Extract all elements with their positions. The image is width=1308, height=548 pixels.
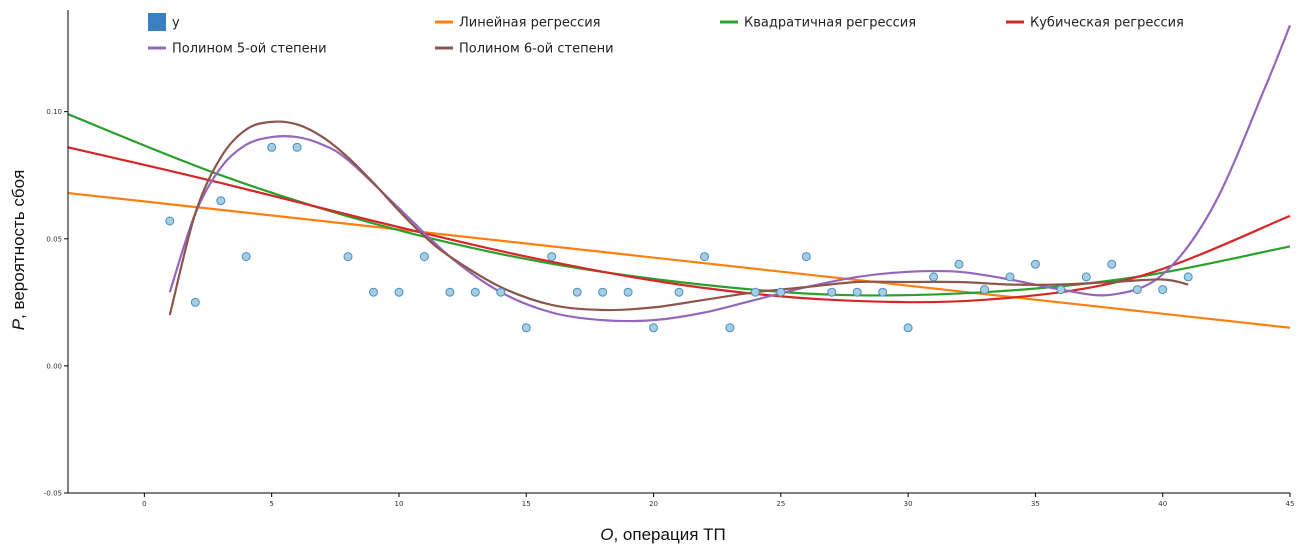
data-point <box>980 285 989 295</box>
data-point <box>750 287 760 297</box>
data-point <box>241 252 251 262</box>
x-tick-label: 15 <box>522 500 531 508</box>
data-point <box>572 287 582 297</box>
legend-label: Кубическая регрессия <box>1030 16 1184 31</box>
data-point <box>165 216 175 226</box>
data-point <box>1132 285 1142 295</box>
data-point <box>674 287 684 297</box>
data-point <box>369 287 378 297</box>
regression-curves <box>67 24 1292 329</box>
data-point <box>419 252 429 262</box>
legend-swatch <box>148 13 166 31</box>
y-tick-label: 0.05 <box>46 235 62 243</box>
data-point <box>954 259 964 269</box>
data-point <box>598 287 608 297</box>
legend-label: Квадратичная регрессия <box>744 16 916 31</box>
data-point <box>649 323 658 333</box>
x-axis-title-variable: O <box>600 525 613 544</box>
x-tick-label: 25 <box>776 500 785 508</box>
x-tick-label: 5 <box>269 500 273 508</box>
x-axis-title: O, операция ТП <box>600 525 725 544</box>
data-point <box>216 196 226 206</box>
legend-label: y <box>172 16 180 31</box>
data-point <box>190 297 200 307</box>
data-point <box>394 287 404 297</box>
data-point <box>623 287 633 297</box>
y-tick-label: 0.10 <box>46 108 62 116</box>
data-point <box>292 142 302 152</box>
y-tick-label: -0.05 <box>44 490 62 498</box>
data-point <box>1056 285 1066 295</box>
data-point <box>776 287 786 297</box>
series-line-3 <box>67 146 1291 304</box>
data-point <box>445 287 455 297</box>
data-point <box>700 252 709 262</box>
data-point <box>903 323 913 333</box>
x-axis-title-text: , операция ТП <box>613 525 725 544</box>
y-axis-ticks: -0.05 0.00 0.05 0.10 <box>44 108 68 498</box>
x-tick-label: 20 <box>649 500 658 508</box>
x-tick-label: 10 <box>394 500 403 508</box>
data-point <box>827 287 837 297</box>
x-tick-label: 30 <box>904 500 913 508</box>
data-point <box>547 252 557 262</box>
data-point <box>929 272 939 282</box>
data-point <box>496 287 506 297</box>
data-point <box>521 323 531 333</box>
data-point <box>267 142 277 152</box>
legend-label: Линейная регрессия <box>459 16 600 31</box>
y-axis-title-text: , вероятность сбоя <box>9 170 28 319</box>
series-line-1 <box>67 191 1291 329</box>
data-point <box>1030 259 1040 269</box>
series-line-4 <box>168 24 1292 323</box>
data-point <box>470 287 480 297</box>
x-tick-label: 35 <box>1031 500 1040 508</box>
legend-label: Полином 6-ой степени <box>459 42 614 57</box>
y-axis-title-variable: P <box>9 318 28 330</box>
data-point <box>852 287 862 297</box>
data-point <box>343 252 353 262</box>
legend-label: Полином 5-ой степени <box>172 42 327 57</box>
data-point <box>1081 272 1091 282</box>
data-point <box>1107 259 1117 269</box>
x-axis-ticks: 0 5 10 15 20 25 30 35 40 45 <box>142 493 1294 508</box>
data-points <box>165 142 1193 333</box>
x-tick-label: 0 <box>142 500 146 508</box>
y-tick-label: 0.00 <box>46 362 62 370</box>
data-point <box>1158 285 1168 295</box>
series-line-5 <box>168 120 1189 316</box>
data-point <box>1005 272 1015 282</box>
x-tick-label: 45 <box>1286 500 1295 508</box>
x-tick-label: 40 <box>1158 500 1167 508</box>
data-point <box>1183 272 1193 282</box>
data-point <box>878 287 888 297</box>
data-point <box>725 323 735 333</box>
data-point <box>801 252 811 262</box>
legend: y Линейная регрессия Квадратичная регресси… <box>148 13 1184 57</box>
y-axis-title: P, вероятность сбоя <box>9 170 28 331</box>
